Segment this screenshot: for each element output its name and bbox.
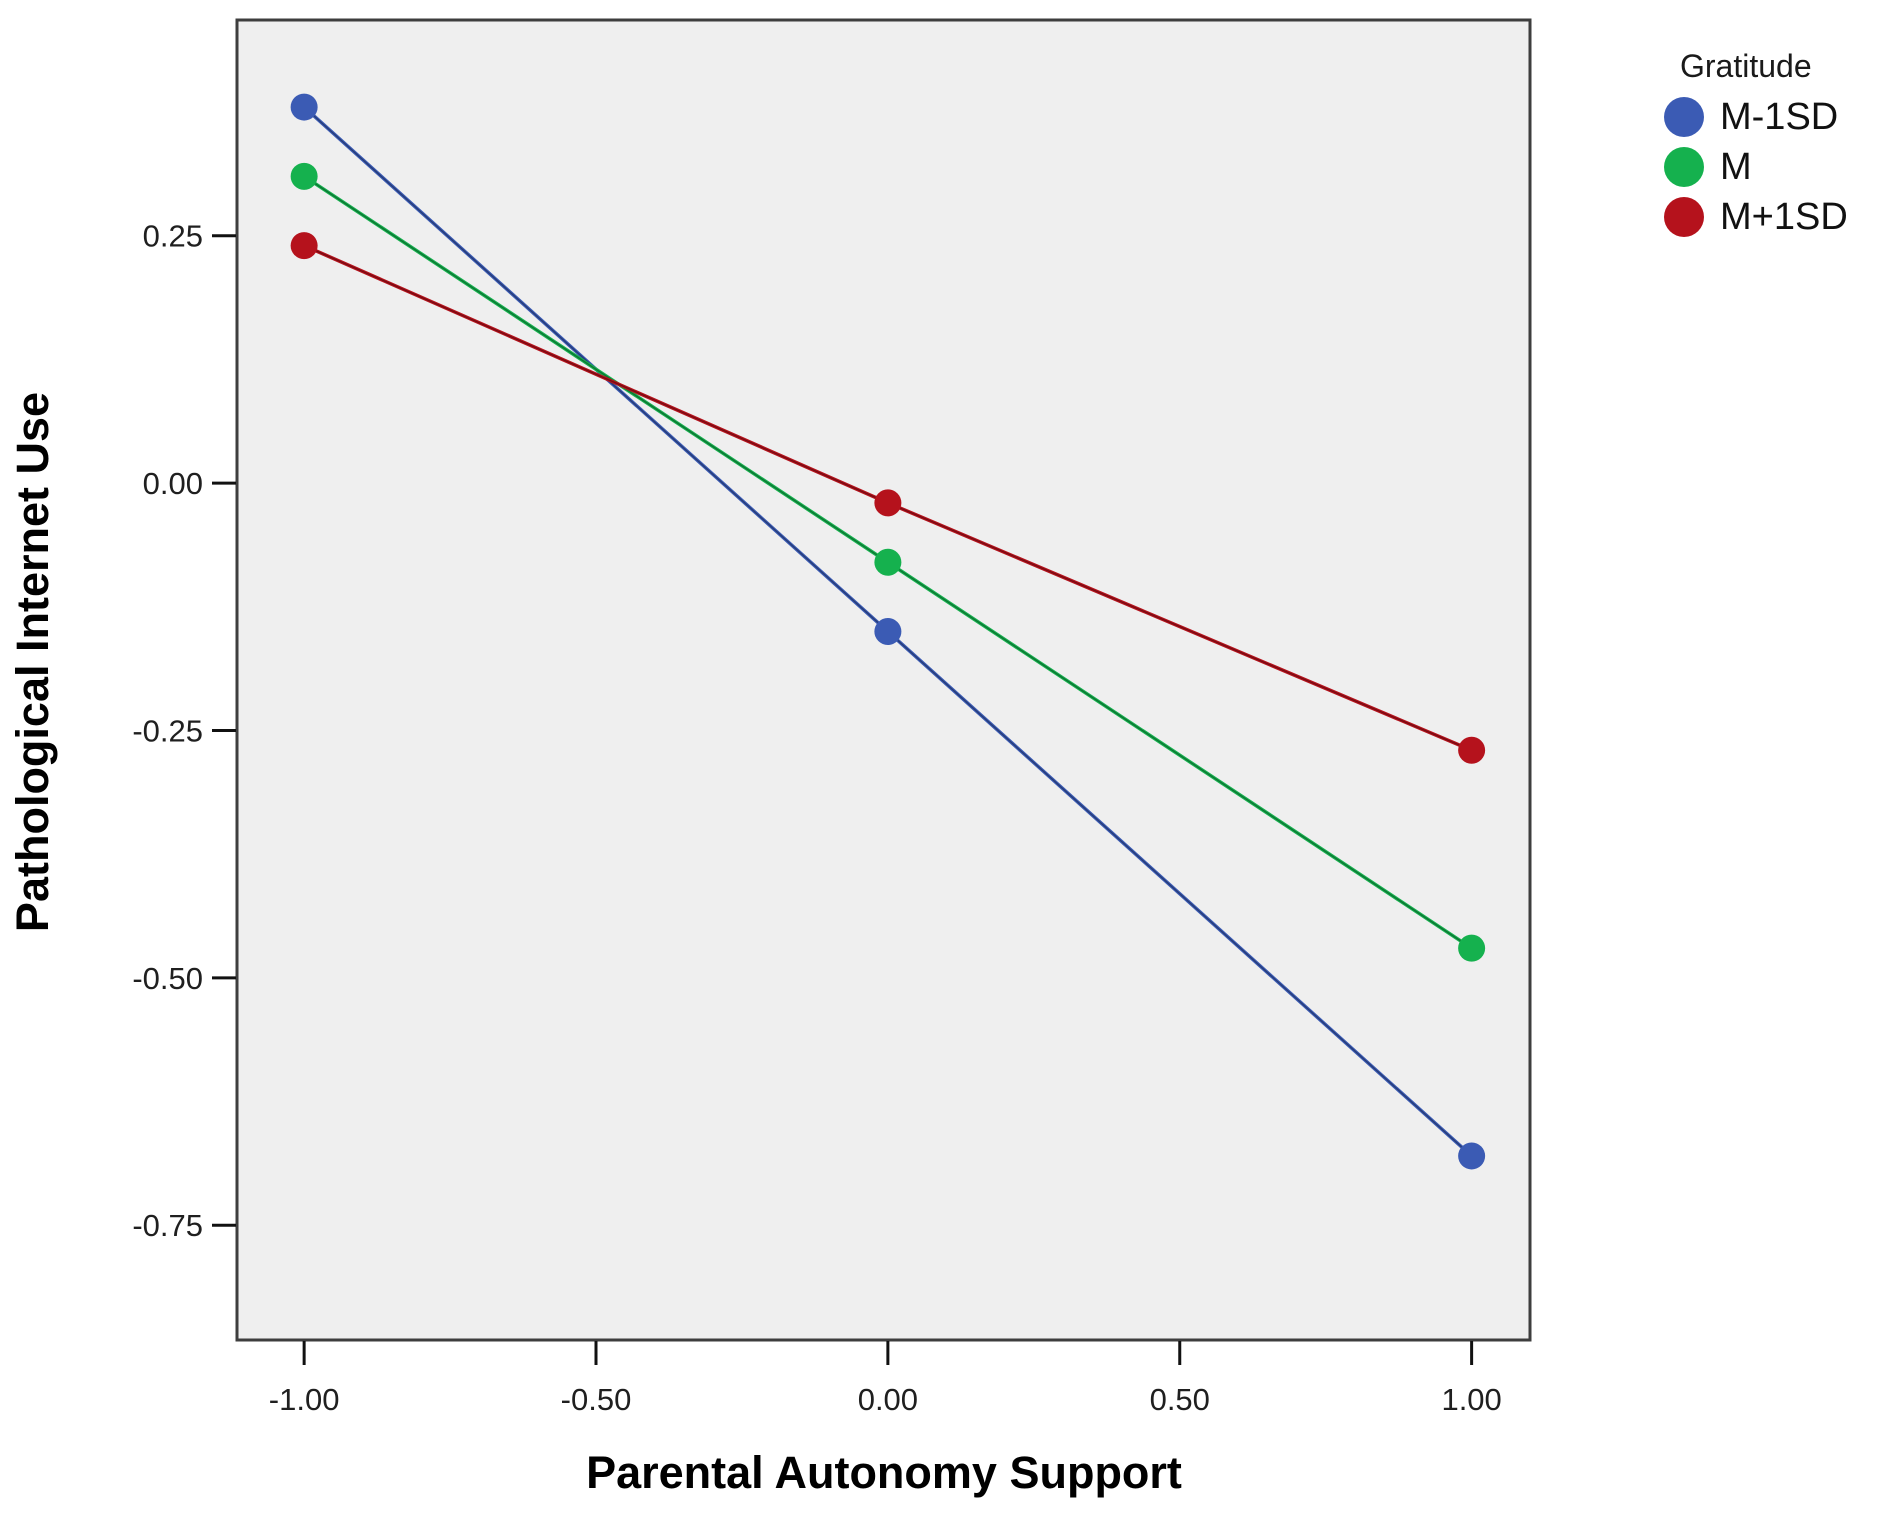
legend-label: M-1SD — [1720, 96, 1839, 138]
legend-item-M+1SD: M+1SD — [1664, 192, 1848, 242]
x-tick-label: 1.00 — [1441, 1382, 1501, 1417]
y-axis-title: Pathological Internet Use — [7, 392, 58, 932]
legend-label: M — [1720, 146, 1752, 188]
data-point-M+1SD — [874, 489, 902, 517]
legend-swatch-icon — [1664, 147, 1704, 187]
x-tick-label: -0.50 — [561, 1382, 632, 1417]
data-point-M-1SD — [1458, 1142, 1486, 1170]
data-point-M+1SD — [1458, 736, 1486, 764]
data-point-M — [874, 548, 902, 576]
legend-item-M: M — [1664, 142, 1848, 192]
x-axis-title: Parental Autonomy Support — [586, 1447, 1182, 1498]
y-tick-label: -0.25 — [132, 713, 203, 748]
x-tick-label: 0.50 — [1150, 1382, 1210, 1417]
data-point-M-1SD — [290, 93, 318, 121]
data-point-M-1SD — [874, 618, 902, 646]
data-point-M — [1458, 934, 1486, 962]
y-tick-label: -0.75 — [132, 1208, 203, 1243]
y-tick-label: -0.50 — [132, 961, 203, 996]
legend-rows: M-1SD M M+1SD — [1664, 92, 1848, 242]
legend-item-M-1SD: M-1SD — [1664, 92, 1848, 142]
y-axis-ticks: 0.25 0.00 -0.25 -0.50 -0.75 — [132, 219, 236, 1243]
y-tick-label: 0.00 — [143, 466, 203, 501]
y-tick-label: 0.25 — [143, 219, 203, 254]
data-point-M — [290, 162, 318, 190]
data-series — [290, 93, 1486, 1170]
legend-swatch-icon — [1664, 197, 1704, 237]
legend-label: M+1SD — [1720, 196, 1848, 238]
x-axis-ticks: -1.00 -0.50 0.00 0.50 1.00 — [269, 1341, 1502, 1417]
data-point-M+1SD — [290, 232, 318, 260]
x-tick-label: -1.00 — [269, 1382, 340, 1417]
plot-area — [235, 18, 1532, 1342]
legend-title: Gratitude — [1680, 48, 1812, 84]
x-tick-label: 0.00 — [858, 1382, 918, 1417]
legend: Gratitude M-1SD M M+1SD — [1664, 48, 1848, 242]
legend-swatch-icon — [1664, 97, 1704, 137]
